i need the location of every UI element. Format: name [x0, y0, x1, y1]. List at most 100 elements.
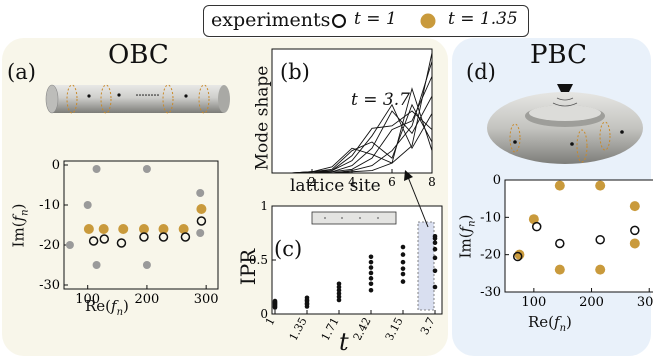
y-tick-label: -10 — [480, 210, 501, 225]
open-point — [595, 234, 605, 245]
link-arrow-icon — [404, 170, 429, 228]
legend-open-marker-icon — [332, 14, 346, 28]
x-tick-label: 300 — [637, 295, 653, 310]
pbc-plot-frame — [504, 179, 653, 293]
y-tick-label: 1 — [260, 200, 268, 213]
gray-point — [142, 261, 151, 269]
pbc-spectrum-plot: 100 200 300 0 -10 -20 -30 — [480, 173, 653, 310]
ipr-point — [368, 265, 374, 270]
ipr-point — [432, 255, 438, 261]
ipr-point — [432, 233, 438, 239]
gray-point — [65, 241, 74, 249]
gold-point — [118, 224, 129, 234]
ipr-point — [336, 281, 342, 287]
x-tick-label: 6 — [388, 175, 396, 189]
y-tick-label: -20 — [480, 248, 501, 263]
gold-point — [138, 224, 149, 234]
ipr-point — [432, 240, 438, 246]
gold-point — [98, 224, 109, 234]
x-tick-label: 2 — [308, 175, 316, 189]
open-point — [88, 236, 99, 246]
ipr-point — [400, 266, 406, 271]
y-tick-label: 0 — [493, 173, 501, 188]
mode-annotation: t = 3.7 — [351, 90, 410, 110]
gray-point — [196, 229, 205, 237]
open-point — [196, 216, 207, 226]
open-point — [116, 238, 127, 248]
gray-point — [196, 189, 205, 197]
y-tick-label: 0.5 — [250, 253, 268, 267]
legend-gold-marker-icon — [420, 13, 436, 29]
ipr-point — [432, 284, 438, 290]
obc-title: OBC — [108, 40, 169, 70]
gold-point — [528, 214, 539, 225]
gold-point — [83, 224, 94, 234]
ipr-highlight-box — [417, 221, 435, 311]
ipr-point — [336, 294, 342, 300]
ipr-plot: 00.511 1.35 1.71 2.42 3.15 3.7 — [250, 200, 443, 340]
gold-point — [595, 180, 606, 191]
legend-t2-label: t = 1.35 — [448, 9, 518, 29]
gold-point — [595, 264, 606, 275]
y-tick-label: -30 — [39, 278, 60, 293]
ipr-point — [368, 270, 374, 276]
ipr-point — [336, 291, 342, 296]
panel-b-letter: (b) — [280, 60, 310, 84]
open-point — [630, 225, 640, 236]
x-tick-label: 1.35 — [287, 315, 310, 340]
mode-ylabel: Mode shape — [252, 65, 273, 171]
gold-point — [178, 224, 189, 234]
pbc-title: PBC — [530, 40, 587, 70]
x-tick-label: 100 — [521, 295, 546, 310]
panel-c-letter: (c) — [274, 237, 303, 261]
x-tick-label: 200 — [579, 295, 604, 310]
gold-point — [554, 180, 565, 191]
open-point — [512, 251, 523, 262]
ipr-point — [368, 287, 374, 293]
gold-point — [158, 224, 169, 234]
y-tick-label: 0 — [52, 158, 60, 173]
ipr-point — [368, 259, 374, 265]
mode-xlabel: lattice site — [290, 176, 381, 196]
gray-point — [92, 261, 101, 269]
mode-line — [291, 87, 433, 174]
gold-point — [629, 201, 640, 212]
x-tick-label: 100 — [75, 292, 100, 307]
panel-d-letter: (d) — [466, 60, 496, 84]
ipr-point — [400, 244, 406, 250]
ipr-point — [272, 298, 278, 304]
pbc-ylabel: Im(fn) — [456, 214, 478, 259]
y-tick-label: -20 — [39, 238, 60, 253]
ipr-point — [336, 284, 342, 290]
ipr-point — [336, 287, 342, 293]
x-tick-label: 8 — [428, 175, 436, 189]
ipr-point — [432, 268, 438, 274]
x-tick-label: 2.42 — [351, 315, 374, 340]
x-tick-label: 300 — [194, 292, 219, 307]
x-tick-label: 3.15 — [383, 315, 406, 340]
pbc-torus-illustration — [487, 84, 643, 164]
ipr-point — [368, 254, 374, 260]
ipr-point — [336, 297, 342, 303]
open-point — [99, 234, 110, 244]
ipr-point — [304, 295, 310, 301]
ipr-point — [432, 246, 438, 252]
ipr-point — [400, 259, 406, 265]
obc-spectrum-plot: 100 200 300 0 -10 -20 -30 — [39, 158, 219, 307]
legend-t1-label: t = 1 — [354, 9, 397, 29]
gray-point — [83, 201, 92, 209]
open-point — [158, 232, 169, 242]
obc-xlabel: Re(fn) — [85, 297, 129, 318]
gray-point — [92, 165, 101, 173]
gold-point — [554, 264, 565, 275]
ipr-point — [400, 271, 406, 277]
gold-point — [629, 238, 640, 249]
obc-plot-frame — [63, 160, 219, 290]
open-point — [180, 232, 191, 242]
x-tick-label: 4 — [348, 175, 356, 189]
gray-point — [142, 165, 151, 173]
legend-experiments-label: experiments — [211, 9, 331, 31]
ipr-ylabel: IPR — [236, 248, 261, 286]
x-tick-label: 200 — [135, 292, 160, 307]
y-tick-label: -10 — [39, 198, 60, 213]
